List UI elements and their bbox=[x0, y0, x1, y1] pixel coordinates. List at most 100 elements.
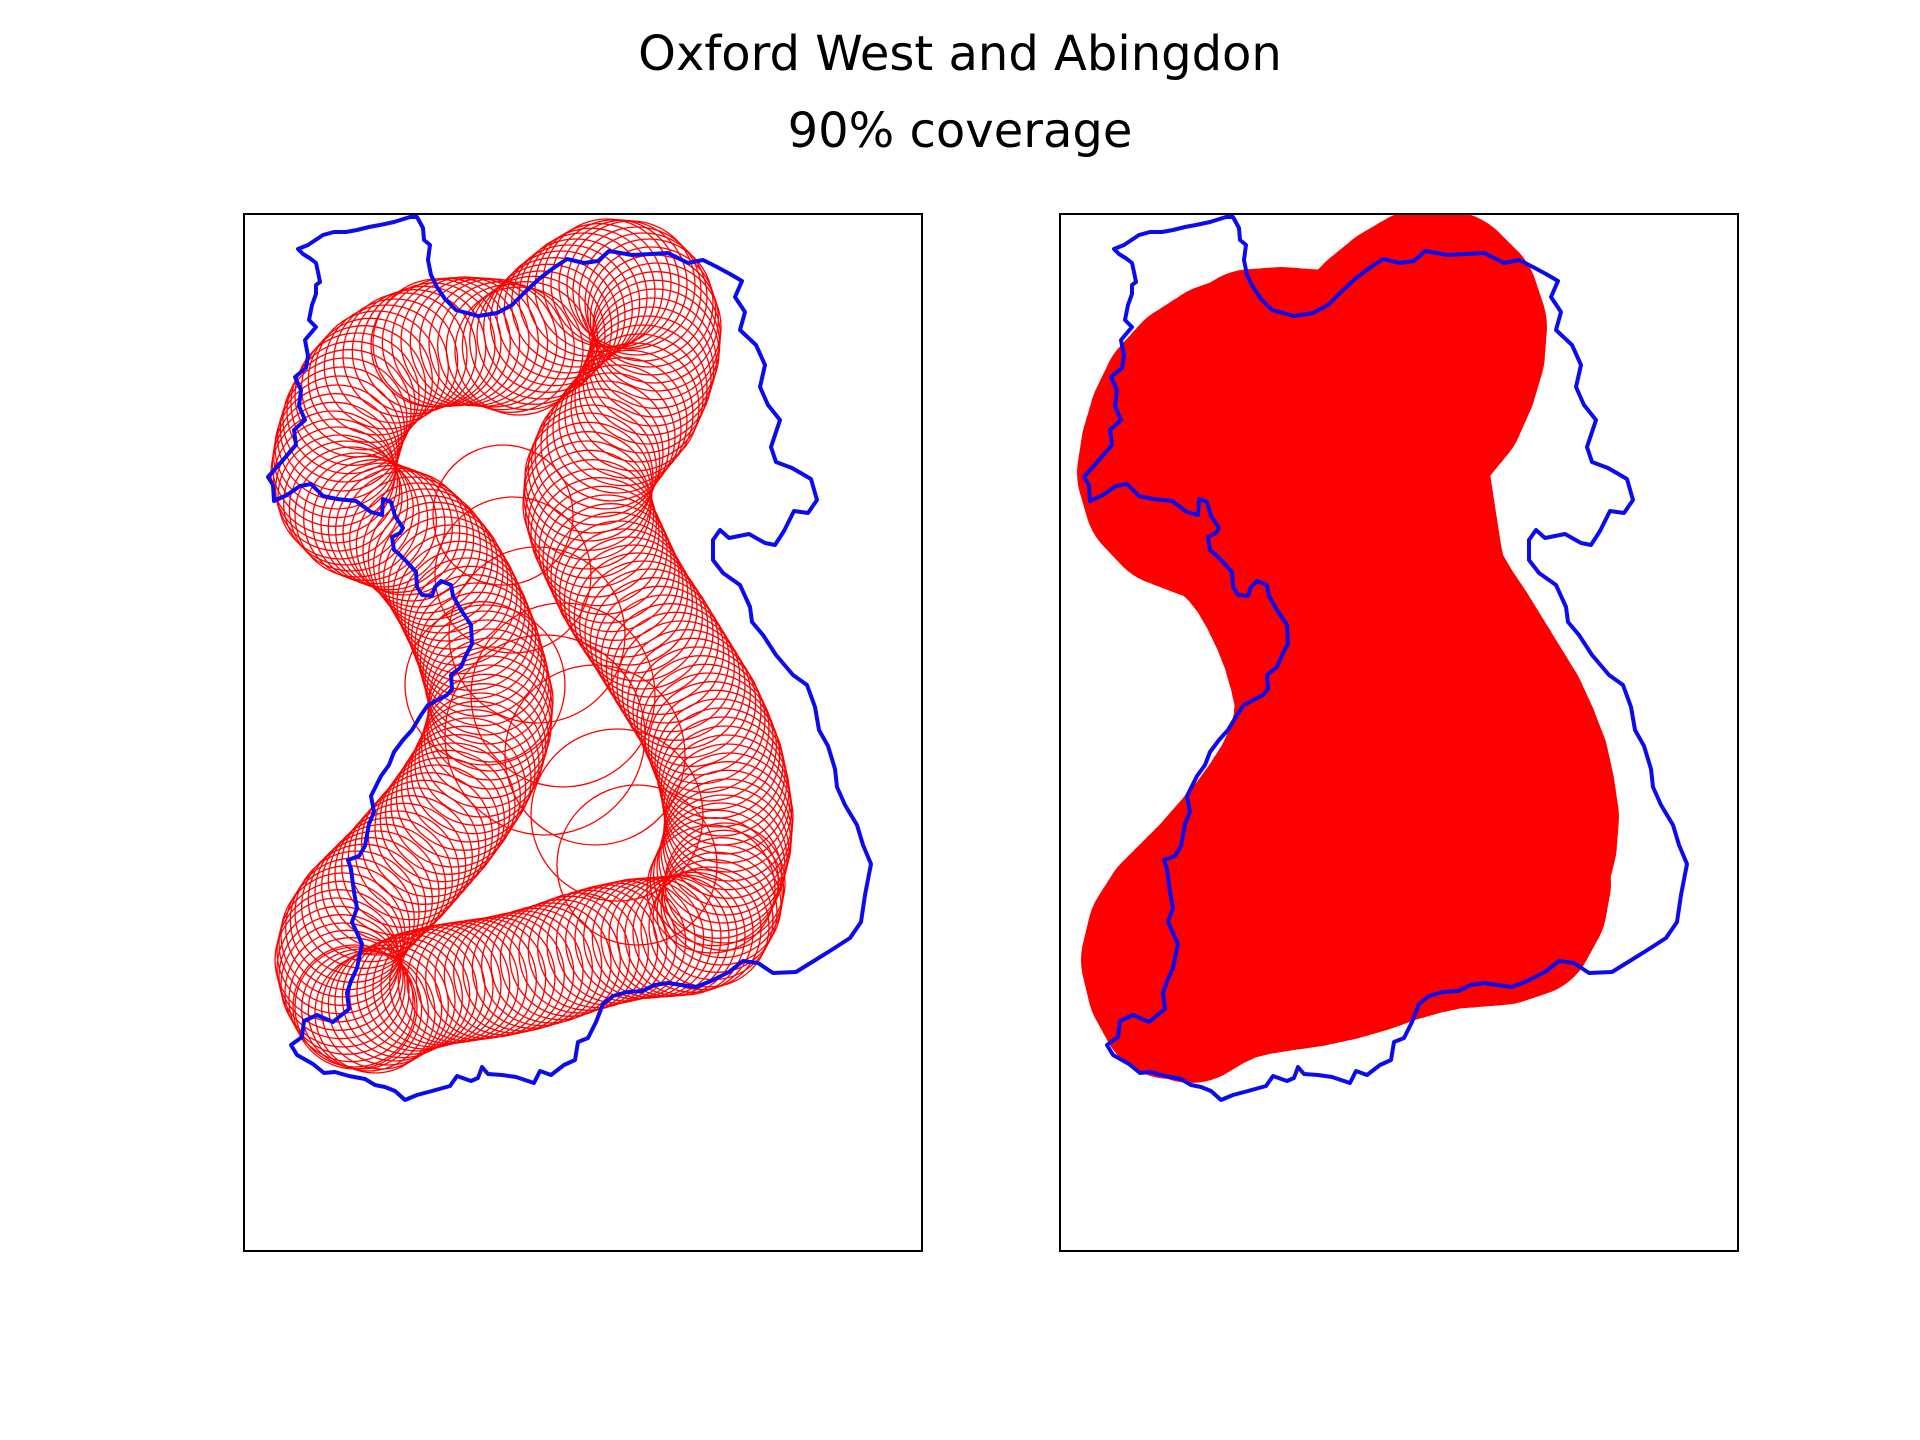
coverage-circle bbox=[448, 546, 626, 724]
coverage-circle bbox=[347, 795, 473, 921]
coverage-circle bbox=[443, 914, 565, 1036]
coverage-circle bbox=[579, 560, 709, 690]
coverage-circle bbox=[572, 226, 702, 356]
coverage-circle bbox=[428, 278, 558, 408]
coverage-circle bbox=[454, 286, 584, 416]
coverage-circle bbox=[426, 628, 552, 754]
coverage-circle bbox=[632, 646, 762, 776]
chart-subtitle: 90% coverage bbox=[787, 103, 1133, 159]
coverage-circle bbox=[404, 604, 566, 766]
constituency-boundary bbox=[266, 215, 873, 1102]
coverage-circle bbox=[374, 764, 500, 890]
coverage-circle bbox=[392, 532, 518, 658]
coverage-circle bbox=[574, 333, 704, 463]
coverage-circle bbox=[481, 905, 603, 1027]
coverage-circle bbox=[587, 297, 717, 427]
coverage-circle bbox=[546, 503, 676, 633]
coverage-circle bbox=[471, 907, 593, 1029]
coverage-circle bbox=[663, 743, 793, 873]
coverage-circle bbox=[373, 501, 499, 627]
coverage-circle bbox=[640, 663, 770, 793]
coverage-circle bbox=[616, 620, 746, 750]
coverage-circle bbox=[294, 850, 420, 976]
coverage-circle bbox=[555, 882, 677, 1004]
coverage-circle bbox=[280, 922, 406, 1048]
coverage-circle bbox=[605, 603, 735, 733]
coverage-circle bbox=[556, 784, 718, 946]
coverage-circle bbox=[530, 728, 704, 902]
coverage-circle bbox=[462, 910, 584, 1032]
coverage-circle bbox=[321, 948, 443, 1070]
coverage-circle bbox=[527, 404, 657, 534]
coverage-circle bbox=[538, 485, 668, 615]
coverage-circle bbox=[407, 565, 533, 691]
coverage-circle bbox=[279, 366, 405, 492]
coverage-circle bbox=[499, 899, 621, 1021]
coverage-circle bbox=[663, 769, 793, 899]
coverage-circle bbox=[421, 683, 547, 809]
coverage-circle bbox=[314, 830, 440, 956]
coverage-circle bbox=[418, 692, 544, 818]
coverage-circle bbox=[584, 238, 714, 368]
coverage-circle bbox=[321, 823, 447, 949]
coverage-circle bbox=[476, 270, 606, 400]
coverage-circle bbox=[483, 263, 613, 393]
coverage-circle bbox=[379, 757, 505, 883]
coverage-circle bbox=[437, 281, 567, 411]
coverage-circle bbox=[664, 822, 786, 944]
coverage-circle bbox=[518, 892, 640, 1014]
coverage-circle bbox=[663, 829, 785, 951]
coverage-circle bbox=[406, 717, 532, 843]
coverage-circle bbox=[558, 357, 688, 487]
coverage-circle bbox=[372, 926, 494, 1048]
coverage-circle bbox=[327, 465, 453, 591]
coverage-circle bbox=[434, 496, 592, 654]
coverage-circle bbox=[396, 540, 522, 666]
coverage-circle bbox=[294, 946, 416, 1068]
coverage-circle bbox=[341, 937, 463, 1059]
coverage-circle bbox=[323, 304, 449, 430]
coverage-circle bbox=[640, 869, 762, 991]
filled-circles-panel bbox=[1059, 213, 1739, 1252]
coverage-circle bbox=[333, 298, 459, 424]
coverage-circle bbox=[272, 418, 398, 544]
coverage-circle bbox=[636, 655, 766, 785]
coverage-circle bbox=[554, 520, 684, 650]
coverage-circle bbox=[361, 779, 487, 905]
coverage-circle bbox=[624, 874, 746, 996]
coverage-circle bbox=[600, 594, 730, 724]
coverage-circle bbox=[582, 315, 712, 445]
coverage-circle bbox=[445, 283, 575, 413]
coverage-circle bbox=[542, 494, 672, 624]
coverage-circle bbox=[378, 508, 504, 634]
coverage-circle bbox=[611, 611, 741, 741]
constituency-boundary bbox=[1082, 215, 1689, 1102]
coverage-circle bbox=[540, 380, 670, 510]
coverage-circle bbox=[434, 916, 556, 1038]
coverage-circle bbox=[661, 837, 783, 959]
coverage-circle bbox=[585, 306, 715, 436]
coverage-circle bbox=[504, 664, 686, 846]
coverage-circle bbox=[327, 944, 449, 1066]
coverage-circle bbox=[410, 709, 536, 835]
coverage-circle bbox=[595, 585, 725, 715]
coverage-circle bbox=[509, 895, 631, 1017]
coverage-circle bbox=[404, 557, 530, 683]
coverage-circle bbox=[627, 637, 757, 767]
coverage-circle bbox=[307, 837, 433, 963]
outline-circles-map bbox=[266, 215, 873, 1102]
outline-circles-panel bbox=[243, 213, 923, 1252]
coverage-circle bbox=[342, 470, 468, 596]
coverage-circle bbox=[275, 426, 401, 552]
coverage-circle bbox=[490, 902, 612, 1024]
coverage-circle bbox=[658, 794, 788, 924]
coverage-circle bbox=[489, 257, 619, 387]
coverage-circle bbox=[362, 488, 488, 614]
coverage-circle bbox=[552, 364, 682, 494]
coverage-circle bbox=[284, 929, 410, 1055]
coverage-circle bbox=[282, 357, 408, 483]
coverage-circle bbox=[424, 619, 550, 745]
filled-circles-map bbox=[1077, 215, 1689, 1102]
coverage-circle bbox=[530, 468, 660, 598]
coverage-circle bbox=[349, 476, 475, 602]
